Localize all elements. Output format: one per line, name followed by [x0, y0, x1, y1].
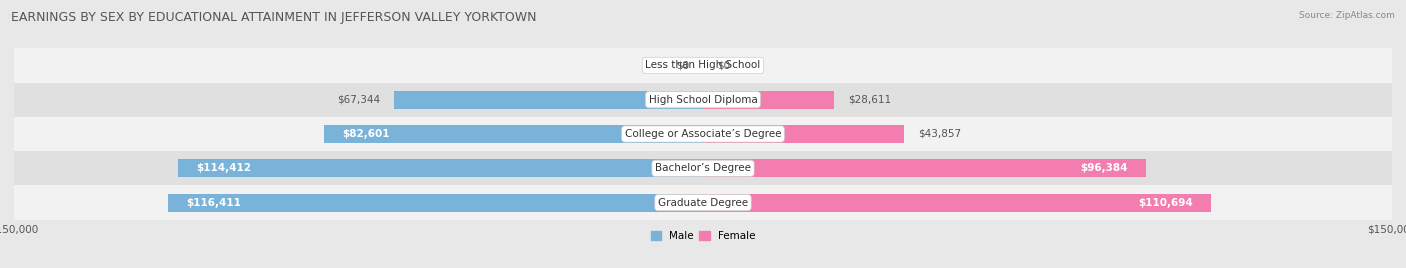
Bar: [394, 91, 703, 109]
Text: $0: $0: [676, 60, 689, 70]
Text: $0: $0: [717, 60, 730, 70]
Bar: [323, 125, 703, 143]
Bar: [177, 159, 703, 177]
Bar: [14, 151, 1392, 185]
Text: EARNINGS BY SEX BY EDUCATIONAL ATTAINMENT IN JEFFERSON VALLEY YORKTOWN: EARNINGS BY SEX BY EDUCATIONAL ATTAINMEN…: [11, 11, 537, 24]
Text: $114,412: $114,412: [195, 163, 250, 173]
Text: $82,601: $82,601: [342, 129, 389, 139]
Text: $28,611: $28,611: [848, 95, 891, 105]
Text: Less than High School: Less than High School: [645, 60, 761, 70]
Bar: [703, 194, 1212, 211]
Text: Graduate Degree: Graduate Degree: [658, 198, 748, 208]
Text: $96,384: $96,384: [1080, 163, 1128, 173]
Bar: [14, 185, 1392, 220]
Text: $110,694: $110,694: [1139, 198, 1194, 208]
Text: College or Associate’s Degree: College or Associate’s Degree: [624, 129, 782, 139]
Bar: [703, 125, 904, 143]
Bar: [14, 83, 1392, 117]
Bar: [703, 91, 834, 109]
Text: $116,411: $116,411: [187, 198, 242, 208]
Legend: Male, Female: Male, Female: [647, 227, 759, 245]
Bar: [14, 117, 1392, 151]
Text: Source: ZipAtlas.com: Source: ZipAtlas.com: [1299, 11, 1395, 20]
Bar: [14, 48, 1392, 83]
Bar: [703, 159, 1146, 177]
Text: $67,344: $67,344: [337, 95, 380, 105]
Text: $43,857: $43,857: [918, 129, 962, 139]
Text: Bachelor’s Degree: Bachelor’s Degree: [655, 163, 751, 173]
Text: High School Diploma: High School Diploma: [648, 95, 758, 105]
Bar: [169, 194, 703, 211]
